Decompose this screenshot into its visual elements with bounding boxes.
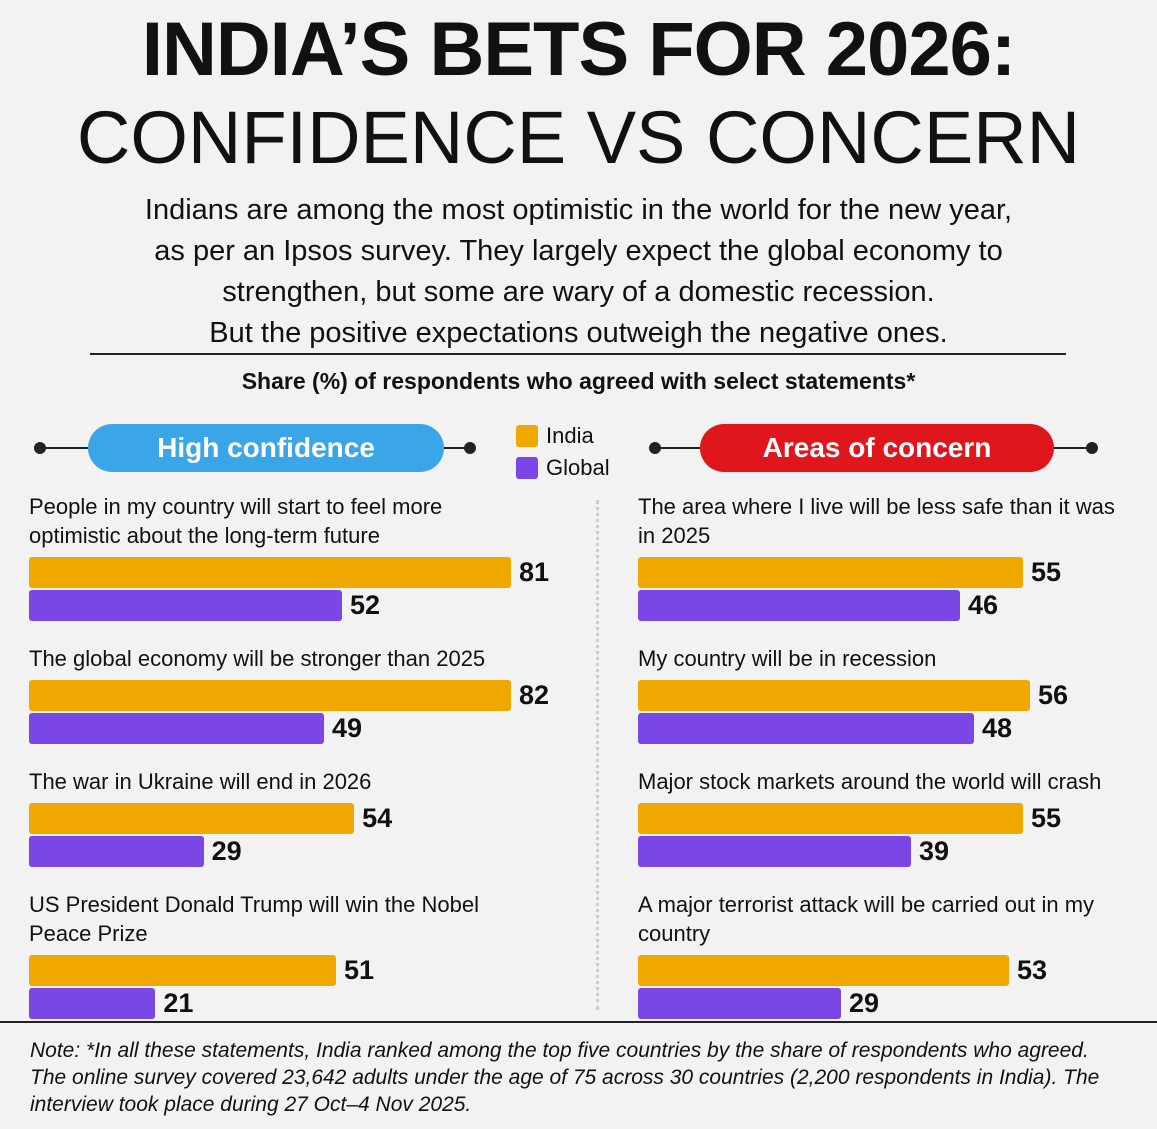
value-label: 52 bbox=[350, 590, 381, 620]
category-label: The area where I live will be less safe … bbox=[638, 494, 1115, 548]
chart-caption: Share (%) of respondents who agreed with… bbox=[241, 368, 916, 394]
bar bbox=[29, 557, 511, 588]
bar-row: 52 bbox=[29, 589, 549, 622]
value-label: 55 bbox=[1031, 557, 1062, 587]
pill-decoration bbox=[34, 442, 1098, 454]
bar-row: 46 bbox=[638, 589, 1157, 622]
category-group: People in my country will start to feel … bbox=[29, 492, 549, 622]
value-label: 56 bbox=[1038, 680, 1069, 710]
panel-title: High confidence bbox=[88, 424, 444, 472]
category-label: My country will be in recession bbox=[638, 646, 937, 671]
category-group: The area where I live will be less safe … bbox=[638, 492, 1157, 622]
value-label: 46 bbox=[968, 590, 999, 620]
bar-row: 53 bbox=[638, 954, 1157, 987]
category-group: The war in Ukraine will end in 2026 54 29 bbox=[29, 767, 549, 868]
value-label: 81 bbox=[518, 557, 549, 587]
category-label: US President Donald Trump will win the N… bbox=[29, 892, 479, 946]
bar bbox=[638, 680, 1030, 711]
divider bbox=[0, 1021, 1157, 1023]
bar bbox=[638, 988, 841, 1019]
panel-title: Areas of concern bbox=[700, 424, 1054, 472]
bar bbox=[29, 836, 204, 867]
bar-row: 29 bbox=[29, 835, 549, 868]
bar-panel: The area where I live will be less safe … bbox=[638, 492, 1157, 1042]
bar bbox=[29, 955, 337, 986]
bar bbox=[29, 590, 343, 621]
legend-label: India bbox=[546, 423, 594, 448]
divider bbox=[90, 353, 1066, 355]
bar-row: 54 bbox=[29, 802, 549, 835]
value-label: 51 bbox=[344, 955, 375, 985]
value-label: 82 bbox=[518, 680, 549, 710]
legend-entry: India bbox=[516, 420, 610, 452]
bar-row: 39 bbox=[638, 835, 1157, 868]
category-label: A major terrorist attack will be carried… bbox=[638, 892, 1095, 946]
note: Note: *In all these statements, India ra… bbox=[30, 1039, 1100, 1116]
legend-entry: Global bbox=[516, 452, 610, 484]
bar-row: 49 bbox=[29, 712, 549, 745]
subtitle-line: as per an Ipsos survey. They largely exp… bbox=[154, 235, 1003, 267]
value-label: 53 bbox=[1017, 955, 1048, 985]
value-label: 54 bbox=[362, 803, 393, 833]
title: INDIA’S BETS FOR 2026: bbox=[141, 7, 1016, 92]
bar-row: 56 bbox=[638, 679, 1157, 712]
title-line-2: CONFIDENCE VS CONCERN bbox=[76, 96, 1081, 179]
bar bbox=[29, 988, 156, 1019]
category-label: Major stock markets around the world wil… bbox=[638, 769, 1102, 794]
value-label: 21 bbox=[163, 988, 194, 1018]
bar-row: 51 bbox=[29, 954, 549, 987]
category-label: The war in Ukraine will end in 2026 bbox=[29, 769, 372, 794]
value-label: 39 bbox=[919, 836, 950, 866]
bar-row: 55 bbox=[638, 802, 1157, 835]
value-label: 29 bbox=[849, 988, 880, 1018]
category-group: US President Donald Trump will win the N… bbox=[29, 890, 549, 1020]
bar-panel: People in my country will start to feel … bbox=[29, 492, 549, 1042]
value-label: 55 bbox=[1031, 803, 1062, 833]
bar bbox=[638, 803, 1023, 834]
bar bbox=[638, 955, 1009, 986]
bar bbox=[29, 713, 324, 744]
legend: India Global bbox=[516, 420, 610, 484]
category-group: A major terrorist attack will be carried… bbox=[638, 890, 1157, 1020]
category-group: The global economy will be stronger than… bbox=[29, 644, 549, 745]
bar-row: 81 bbox=[29, 556, 549, 589]
bar bbox=[29, 803, 355, 834]
bar-row: 55 bbox=[638, 556, 1157, 589]
legend-swatch bbox=[516, 425, 538, 447]
bar bbox=[638, 557, 1023, 588]
bar bbox=[638, 590, 960, 621]
legend-label: Global bbox=[546, 455, 610, 480]
value-label: 48 bbox=[982, 713, 1013, 743]
bar-row: 82 bbox=[29, 679, 549, 712]
panel-divider bbox=[596, 500, 599, 1010]
category-group: Major stock markets around the world wil… bbox=[638, 767, 1157, 868]
value-label: 49 bbox=[331, 713, 363, 743]
bar bbox=[638, 836, 911, 867]
bar bbox=[638, 713, 974, 744]
category-label: The global economy will be stronger than… bbox=[29, 646, 486, 671]
bar-row: 21 bbox=[29, 987, 549, 1020]
subtitle-line: But the positive expectations outweigh t… bbox=[209, 317, 948, 349]
subtitle-line: Indians are among the most optimistic in… bbox=[144, 194, 1013, 226]
bar-row: 29 bbox=[638, 987, 1157, 1020]
legend-swatch bbox=[516, 457, 538, 479]
category-group: My country will be in recession 56 48 bbox=[638, 644, 1157, 745]
value-label: 29 bbox=[211, 836, 242, 866]
bar-row: 48 bbox=[638, 712, 1157, 745]
category-label: People in my country will start to feel … bbox=[29, 494, 443, 548]
bar bbox=[29, 680, 511, 711]
subtitle-line: strengthen, but some are wary of a domes… bbox=[222, 276, 935, 308]
subtitle: Indians are among the most optimistic in… bbox=[40, 190, 1117, 354]
